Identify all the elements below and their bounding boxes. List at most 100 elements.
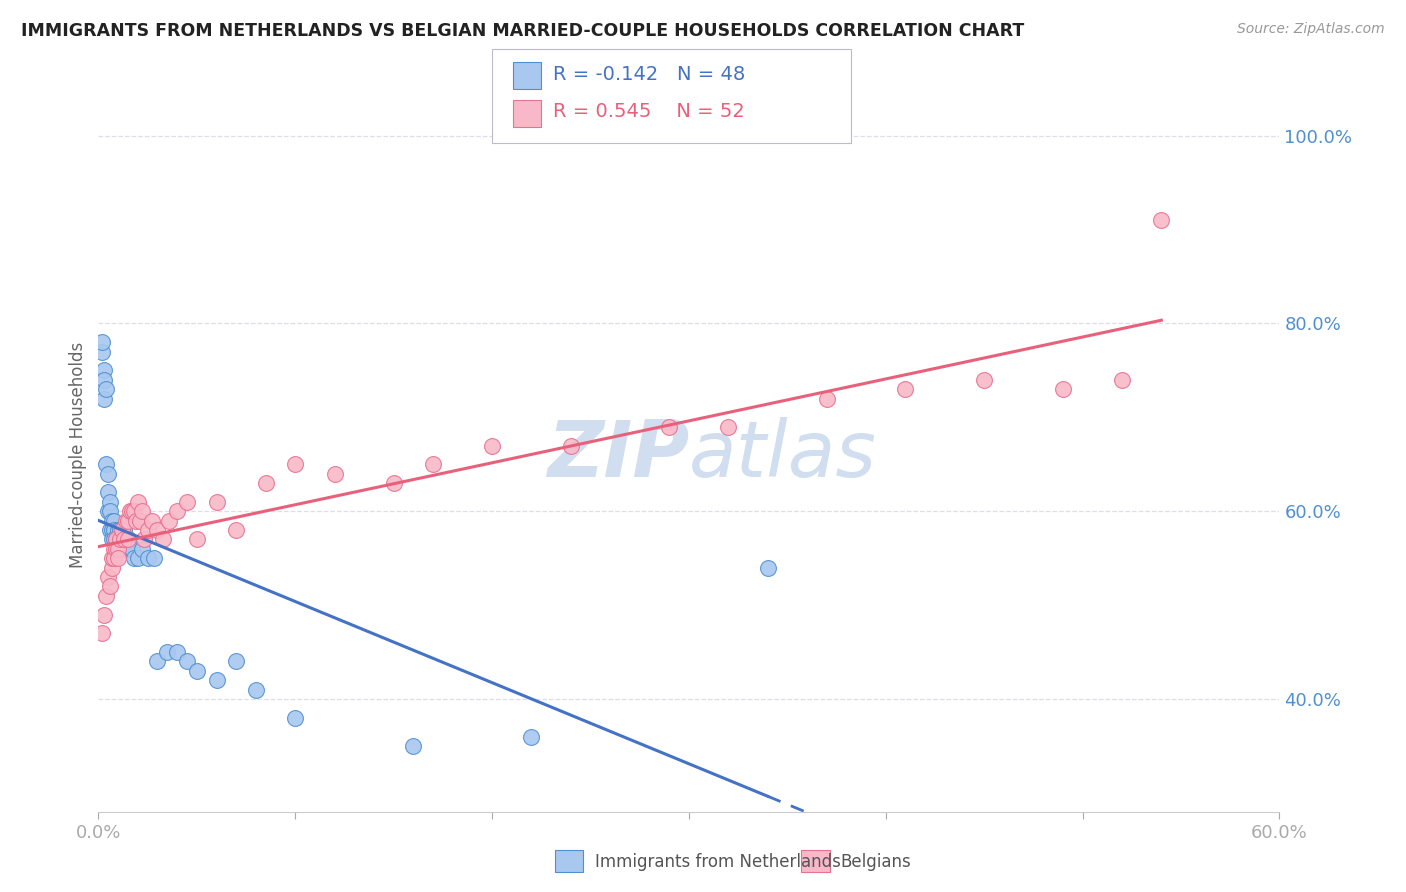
Point bbox=[103, 551, 125, 566]
Point bbox=[107, 551, 129, 566]
Point bbox=[127, 495, 149, 509]
Point bbox=[111, 523, 134, 537]
Point bbox=[98, 579, 121, 593]
Point bbox=[205, 495, 228, 509]
Text: ZIP: ZIP bbox=[547, 417, 689, 493]
Point bbox=[481, 438, 503, 452]
Point bbox=[107, 523, 129, 537]
Point bbox=[156, 645, 179, 659]
Text: Source: ZipAtlas.com: Source: ZipAtlas.com bbox=[1237, 22, 1385, 37]
Point bbox=[98, 504, 121, 518]
Point bbox=[422, 458, 444, 472]
Point bbox=[1150, 213, 1173, 227]
Text: IMMIGRANTS FROM NETHERLANDS VS BELGIAN MARRIED-COUPLE HOUSEHOLDS CORRELATION CHA: IMMIGRANTS FROM NETHERLANDS VS BELGIAN M… bbox=[21, 22, 1025, 40]
Point bbox=[382, 476, 405, 491]
Point bbox=[125, 514, 148, 528]
Point bbox=[118, 504, 141, 518]
Point bbox=[103, 523, 125, 537]
Point bbox=[96, 382, 118, 396]
Point bbox=[136, 523, 159, 537]
Point bbox=[973, 373, 995, 387]
Point bbox=[121, 541, 143, 556]
Point bbox=[131, 504, 153, 518]
Point bbox=[91, 626, 114, 640]
Point bbox=[136, 551, 159, 566]
Point bbox=[245, 682, 267, 697]
Point bbox=[142, 551, 165, 566]
Point bbox=[101, 514, 124, 528]
Y-axis label: Married-couple Households: Married-couple Households bbox=[69, 342, 87, 568]
Point bbox=[146, 523, 169, 537]
Point bbox=[108, 533, 131, 547]
Point bbox=[96, 589, 118, 603]
Point bbox=[141, 514, 163, 528]
Point bbox=[107, 533, 129, 547]
Point bbox=[93, 373, 115, 387]
Point bbox=[97, 570, 120, 584]
Point bbox=[225, 523, 247, 537]
Point bbox=[115, 541, 138, 556]
Point bbox=[107, 541, 129, 556]
Point bbox=[101, 560, 124, 574]
Point bbox=[1111, 373, 1133, 387]
Point bbox=[186, 664, 208, 678]
Point bbox=[91, 335, 114, 350]
Point bbox=[105, 541, 128, 556]
Point bbox=[103, 514, 125, 528]
Point bbox=[157, 514, 180, 528]
Point bbox=[146, 655, 169, 669]
Point bbox=[112, 533, 135, 547]
Point bbox=[98, 523, 121, 537]
Point bbox=[105, 541, 128, 556]
Point bbox=[117, 533, 139, 547]
Point bbox=[1052, 382, 1074, 396]
Point bbox=[176, 655, 198, 669]
Point bbox=[97, 504, 120, 518]
Point bbox=[118, 541, 141, 556]
Point bbox=[132, 533, 155, 547]
Point bbox=[122, 504, 145, 518]
Point bbox=[117, 533, 139, 547]
Point bbox=[122, 551, 145, 566]
Point bbox=[103, 533, 125, 547]
Point bbox=[108, 541, 131, 556]
Text: Belgians: Belgians bbox=[841, 853, 911, 871]
Point bbox=[101, 523, 124, 537]
Point bbox=[127, 551, 149, 566]
Point bbox=[166, 645, 188, 659]
Point bbox=[323, 467, 346, 481]
Text: atlas: atlas bbox=[689, 417, 877, 493]
Point bbox=[105, 533, 128, 547]
Point bbox=[121, 504, 143, 518]
Point bbox=[103, 541, 125, 556]
Point bbox=[284, 711, 307, 725]
Point bbox=[894, 382, 917, 396]
Point bbox=[111, 533, 134, 547]
Point bbox=[98, 495, 121, 509]
Point bbox=[91, 344, 114, 359]
Text: Immigrants from Netherlands: Immigrants from Netherlands bbox=[595, 853, 841, 871]
Point bbox=[560, 438, 582, 452]
Point bbox=[402, 739, 425, 753]
Point bbox=[112, 523, 135, 537]
Point bbox=[96, 458, 118, 472]
Point bbox=[101, 533, 124, 547]
Point bbox=[254, 476, 277, 491]
Point bbox=[131, 541, 153, 556]
Point bbox=[166, 504, 188, 518]
Point bbox=[105, 533, 128, 547]
Point bbox=[97, 485, 120, 500]
Point bbox=[520, 730, 543, 744]
Point bbox=[815, 392, 838, 406]
Point bbox=[101, 551, 124, 566]
Point bbox=[93, 392, 115, 406]
Point bbox=[97, 467, 120, 481]
Point bbox=[108, 523, 131, 537]
Point bbox=[93, 607, 115, 622]
Point bbox=[756, 560, 779, 574]
Point bbox=[128, 514, 150, 528]
Point bbox=[717, 419, 740, 434]
Point bbox=[225, 655, 247, 669]
Point bbox=[186, 533, 208, 547]
Point bbox=[658, 419, 681, 434]
